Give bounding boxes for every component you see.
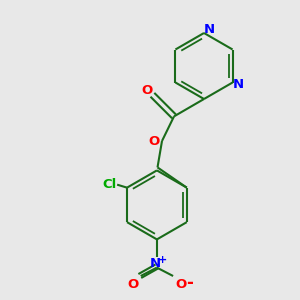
Text: N: N [232, 78, 244, 92]
Text: O: O [176, 278, 187, 291]
Text: Cl: Cl [102, 178, 116, 190]
Text: N: N [204, 23, 215, 36]
Text: -: - [187, 274, 193, 292]
Text: N: N [150, 257, 161, 270]
Text: O: O [141, 84, 153, 97]
Text: +: + [158, 255, 167, 265]
Text: O: O [127, 278, 139, 291]
Text: O: O [148, 134, 159, 148]
